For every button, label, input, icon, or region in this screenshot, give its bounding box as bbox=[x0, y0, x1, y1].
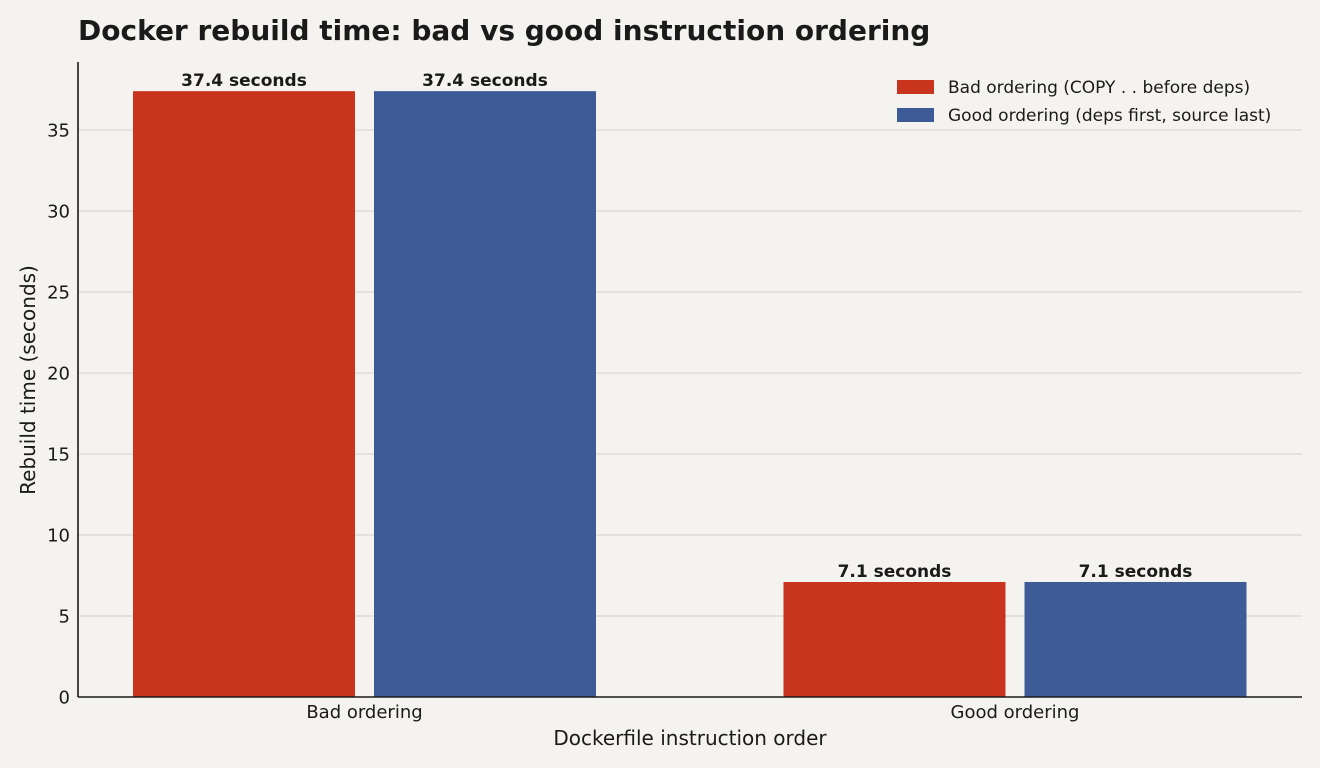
y-tick-label: 5 bbox=[59, 607, 70, 628]
y-axis-label: Rebuild time (seconds) bbox=[16, 265, 40, 495]
bars-layer bbox=[133, 91, 1247, 698]
x-tick-label: Bad ordering bbox=[306, 702, 422, 723]
bar-value-label: 37.4 seconds bbox=[422, 71, 548, 91]
x-tick-label: Good ordering bbox=[951, 702, 1080, 723]
y-tick-label: 15 bbox=[47, 445, 70, 466]
bar-good-series-bad-ordering bbox=[374, 91, 596, 698]
bar-bad-series-good-ordering bbox=[783, 581, 1006, 697]
legend-swatch bbox=[897, 108, 934, 122]
y-tick-label: 10 bbox=[47, 526, 70, 547]
data-labels-layer: 37.4 seconds 7.1 seconds 37.4 seconds 7.1 s… bbox=[181, 71, 1192, 582]
x-tick-labels: Bad ordering Good ordering bbox=[306, 702, 1079, 723]
bar-value-label: 7.1 seconds bbox=[838, 562, 952, 582]
y-tick-label: 20 bbox=[47, 364, 70, 385]
y-tick-labels: 0 5 10 15 20 25 30 35 bbox=[47, 121, 70, 709]
y-tick-label: 0 bbox=[59, 688, 70, 709]
bar-bad-series-bad-ordering bbox=[133, 91, 355, 698]
legend-entry-label: Bad ordering (COPY . . before deps) bbox=[948, 78, 1250, 98]
bar-value-label: 7.1 seconds bbox=[1079, 562, 1193, 582]
legend: Bad ordering (COPY . . before deps) Good … bbox=[897, 78, 1271, 126]
bar-good-series-good-ordering bbox=[1024, 581, 1247, 697]
axes-layer bbox=[77, 62, 1302, 698]
x-axis-label: Dockerfile instruction order bbox=[553, 726, 827, 750]
y-tick-label: 25 bbox=[47, 283, 70, 304]
chart-title: Docker rebuild time: bad vs good instruc… bbox=[78, 14, 930, 47]
y-tick-label: 30 bbox=[47, 202, 70, 223]
y-tick-label: 35 bbox=[47, 121, 70, 142]
legend-swatch bbox=[897, 80, 934, 94]
legend-entry-label: Good ordering (deps first, source last) bbox=[948, 106, 1271, 126]
bar-value-label: 37.4 seconds bbox=[181, 71, 307, 91]
